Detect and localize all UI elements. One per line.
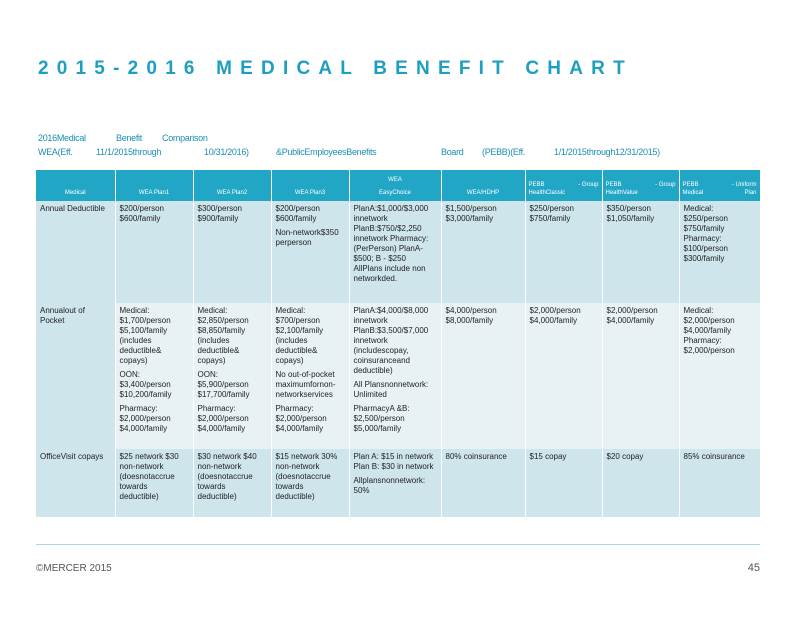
table-cell: $350/person $1,050/family — [602, 201, 680, 303]
table-cell: $200/person $600/family Non-network$350 p… — [271, 201, 350, 303]
table-cell: PlanA:$4,000/$8,000 innetwork PlanB:$3,5… — [349, 303, 442, 449]
table-cell: Plan A: $15 in network Plan B: $30 in ne… — [349, 449, 442, 517]
col-header-wea-hdhp: WEA/HDHP — [441, 170, 526, 201]
row-label: Annualout of Pocket — [36, 303, 116, 449]
subtitle-word: 1/1/2015through12/31/2015) — [554, 147, 660, 157]
col-header-wea-easychoice: WEA EasyChoice — [349, 170, 442, 201]
table-row-annual-deductible: Annual Deductible $200/person $600/famil… — [36, 201, 761, 303]
table-cell: $200/person $600/family — [115, 201, 194, 303]
subtitle-word: Benefit — [116, 133, 142, 143]
col-header-pebb-classic: PEBB - Group HealthClassic — [525, 170, 603, 201]
table-cell: $300/person $900/family — [193, 201, 272, 303]
col-header-wea-plan3: WEA Plan3 — [271, 170, 350, 201]
subtitle-word: &PublicEmployeesBenefits — [276, 147, 377, 157]
table-cell: $4,000/person $8,000/family — [441, 303, 526, 449]
col-header-pebb-uniform: PEBB - Uniform Medical Plan — [679, 170, 761, 201]
col-header-pebb-value: PEBB - Group HealthValue — [602, 170, 680, 201]
row-label: OfficeVisit copays — [36, 449, 116, 517]
table-cell: Medical: $250/person $750/family Pharmac… — [679, 201, 761, 303]
table-cell: $30 network $40 non-network (doesnotaccr… — [193, 449, 272, 517]
col-header-medical: Medical — [36, 170, 116, 201]
table-cell: 85% coinsurance — [679, 449, 761, 517]
table-cell: $250/person $750/family — [525, 201, 603, 303]
row-label: Annual Deductible — [36, 201, 116, 303]
subtitle-word: WEA(Eff. — [38, 147, 73, 157]
table-cell: $15 network 30% non-network (doesnotaccr… — [271, 449, 350, 517]
table-row-annual-out-of-pocket: Annualout of Pocket Medical: $1,700/pers… — [36, 303, 761, 449]
table-cell: 80% coinsurance — [441, 449, 526, 517]
table-row-office-visit: OfficeVisit copays $25 network $30 non-n… — [36, 449, 761, 517]
subtitle-word: Board — [441, 147, 464, 157]
subtitle-word: Comparison — [162, 133, 208, 143]
table-cell: $1,500/person $3,000/family — [441, 201, 526, 303]
table-cell: $15 copay — [525, 449, 603, 517]
page-title: 2015-2016 MEDICAL BENEFIT CHART — [38, 58, 633, 79]
footer-copyright: ©MERCER 2015 — [36, 563, 112, 574]
footer-divider — [36, 544, 760, 545]
subtitle-word: 2016Medical — [38, 133, 86, 143]
table-header-row: Medical WEA Plan1 WEA Plan2 WEA Plan3 WE… — [36, 170, 761, 201]
subtitle-word: (PEBB)(Eff. — [482, 147, 526, 157]
page-number: 45 — [747, 562, 760, 574]
table-cell: Medical: $2,000/person $4,000/family Pha… — [679, 303, 761, 449]
table-cell: Medical: $700/person $2,100/family (incl… — [271, 303, 350, 449]
subtitle-word: 10/31/2016) — [204, 147, 249, 157]
table-cell: PlanA:$1,000/$3,000 innetwork PlanB:$750… — [349, 201, 442, 303]
table-cell: $25 network $30 non-network (doesnotaccr… — [115, 449, 194, 517]
table-cell: Medical: $1,700/person $5,100/family (in… — [115, 303, 194, 449]
table-cell: $2,000/person $4,000/family — [525, 303, 603, 449]
subtitle-word: 11/1/2015through — [96, 147, 162, 157]
col-header-wea-plan2: WEA Plan2 — [193, 170, 272, 201]
table-cell: $2,000/person $4,000/family — [602, 303, 680, 449]
col-header-wea-plan1: WEA Plan1 — [115, 170, 194, 201]
table-cell: $20 copay — [602, 449, 680, 517]
table-cell: Medical: $2,850/person $8,850/family (in… — [193, 303, 272, 449]
benefit-table: Medical WEA Plan1 WEA Plan2 WEA Plan3 WE… — [36, 170, 761, 517]
